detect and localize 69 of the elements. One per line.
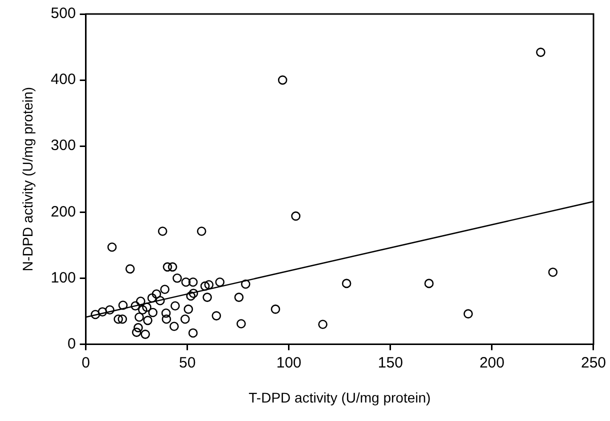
point — [188, 328, 198, 338]
x-axis-title: T-DPD activity (U/mg protein) — [248, 389, 431, 406]
point — [148, 308, 158, 318]
point — [152, 289, 162, 299]
point — [170, 301, 180, 311]
point — [118, 300, 128, 310]
x-tick-label: 250 — [580, 354, 606, 372]
point — [548, 268, 558, 277]
point — [107, 242, 117, 252]
point — [147, 293, 157, 303]
point — [184, 304, 194, 314]
y-tick-label: 0 — [67, 335, 76, 352]
point — [200, 281, 210, 291]
point — [188, 277, 198, 287]
point — [168, 262, 178, 272]
point — [215, 277, 224, 287]
x-tick-label: 200 — [479, 354, 504, 372]
y-tick-label: 100 — [50, 269, 76, 286]
point — [162, 314, 172, 324]
point — [114, 314, 123, 324]
point — [202, 292, 212, 302]
point — [118, 314, 128, 324]
point — [186, 291, 196, 301]
x-tick-label: 50 — [179, 354, 196, 372]
point — [318, 320, 328, 330]
x-tick-label: 150 — [378, 354, 403, 372]
point — [134, 323, 143, 332]
point — [161, 308, 171, 318]
point — [342, 278, 352, 288]
point — [140, 330, 150, 339]
point — [278, 75, 288, 85]
point — [134, 312, 144, 322]
point — [156, 296, 165, 306]
x-tick-label: 100 — [276, 354, 302, 372]
point — [98, 307, 108, 316]
point — [204, 280, 214, 290]
point — [160, 284, 170, 294]
point — [464, 309, 473, 318]
point — [170, 322, 179, 332]
point — [234, 292, 244, 302]
point — [196, 226, 206, 236]
point — [125, 264, 135, 274]
point — [181, 277, 191, 287]
point — [240, 279, 250, 289]
point — [188, 288, 198, 298]
point — [90, 310, 100, 320]
point — [138, 305, 148, 315]
point — [143, 316, 152, 326]
point — [162, 262, 172, 272]
point — [132, 328, 142, 337]
point — [270, 304, 280, 314]
y-tick-label: 200 — [50, 203, 76, 220]
point — [536, 48, 546, 57]
point — [291, 211, 300, 221]
point — [424, 278, 434, 288]
point — [172, 274, 182, 283]
point — [136, 296, 146, 306]
y-tick-label: 500 — [50, 5, 76, 22]
point — [236, 319, 246, 328]
y-tick-label: 300 — [50, 137, 76, 154]
point — [180, 314, 190, 324]
x-tick-label: 0 — [82, 354, 90, 372]
y-tick-label: 400 — [50, 71, 76, 88]
point — [158, 226, 168, 236]
point — [105, 305, 114, 315]
point — [212, 311, 222, 320]
point — [130, 301, 140, 311]
point — [142, 302, 152, 312]
y-axis-title: N-DPD activity (U/mg protein) — [19, 86, 36, 272]
